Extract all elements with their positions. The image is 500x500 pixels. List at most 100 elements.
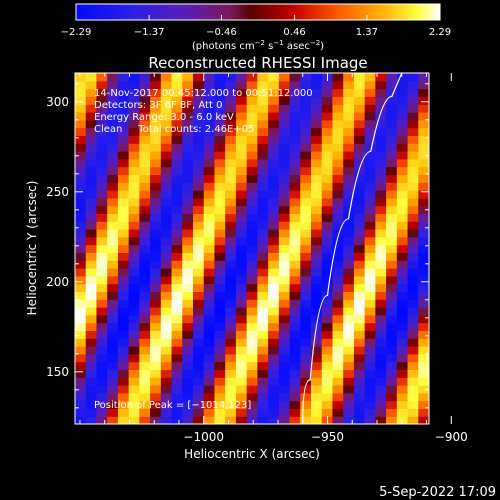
heatmap-cell xyxy=(343,291,355,300)
heatmap-cell xyxy=(375,392,387,402)
heatmap-cell xyxy=(321,260,334,269)
heatmap-cell xyxy=(214,88,226,97)
heatmap-cell xyxy=(160,314,173,324)
heatmap-cell xyxy=(278,416,291,424)
heatmap-cell xyxy=(268,205,280,214)
heatmap-cell xyxy=(225,408,237,417)
heatmap-cell xyxy=(257,205,269,214)
heatmap-cell xyxy=(407,127,419,136)
heatmap-cell xyxy=(311,346,323,355)
heatmap-cell xyxy=(300,143,312,152)
heatmap-cell xyxy=(321,197,334,207)
heatmap-cell xyxy=(182,385,194,394)
heatmap-cell xyxy=(353,88,366,97)
heatmap-cell xyxy=(139,197,151,207)
heatmap-cell xyxy=(85,377,98,386)
heatmap-cell xyxy=(203,268,216,277)
heatmap-cell xyxy=(96,205,108,214)
heatmap-cell xyxy=(343,88,355,97)
heatmap-cell xyxy=(278,104,291,113)
heatmap-cell xyxy=(407,291,419,300)
heatmap-cell xyxy=(289,260,301,269)
heatmap-cell xyxy=(321,96,334,105)
heatmap-cell xyxy=(214,151,226,160)
heatmap-cell xyxy=(235,385,248,394)
heatmap-cell xyxy=(257,80,269,90)
heatmap-cell xyxy=(214,268,226,277)
heatmap-cell xyxy=(396,182,409,191)
heatmap-cell xyxy=(75,260,87,269)
heatmap-cell xyxy=(193,392,205,402)
heatmap-cell xyxy=(117,174,130,183)
heatmap-cell xyxy=(128,143,140,152)
heatmap-cell xyxy=(257,260,269,269)
heatmap-cell xyxy=(407,244,419,253)
heatmap-cell xyxy=(343,80,355,90)
heatmap-cell xyxy=(300,221,312,230)
heatmap-cell xyxy=(300,322,312,331)
heatmap-cell xyxy=(364,236,376,246)
heatmap-cell xyxy=(364,408,376,417)
heatmap-cell xyxy=(128,112,140,121)
heatmap-cell xyxy=(225,197,237,207)
heatmap-cell xyxy=(278,182,291,191)
heatmap-cell xyxy=(139,88,151,97)
heatmap-cell xyxy=(396,416,409,424)
heatmap-cell xyxy=(171,190,183,199)
heatmap-cell xyxy=(96,96,108,105)
heatmap-cell xyxy=(375,80,387,90)
heatmap-cell xyxy=(278,190,291,199)
heatmap-cell xyxy=(117,416,130,424)
heatmap-cell xyxy=(96,197,108,207)
heatmap-cell xyxy=(139,96,151,105)
heatmap-cell xyxy=(300,190,312,199)
heatmap-cell xyxy=(75,338,87,347)
heatmap-cell xyxy=(311,104,323,113)
heatmap-cell xyxy=(203,353,216,363)
heatmap-cell xyxy=(225,112,237,121)
heatmap-cell xyxy=(246,361,258,370)
heatmap-cell xyxy=(214,291,226,300)
heatmap-cell xyxy=(193,135,205,144)
heatmap-cell xyxy=(128,166,140,175)
heatmap-cell xyxy=(375,252,387,261)
heatmap-cell xyxy=(214,244,226,253)
heatmap-cell xyxy=(257,307,269,316)
heatmap-cell xyxy=(128,205,140,214)
heatmap-cell xyxy=(203,299,216,308)
heatmap-cell xyxy=(418,369,429,378)
heatmap-cell xyxy=(150,346,162,355)
heatmap-cell xyxy=(353,244,366,253)
heatmap-cell xyxy=(300,104,312,113)
heatmap-cell xyxy=(193,213,205,222)
heatmap-cell xyxy=(128,346,140,355)
heatmap-cell xyxy=(407,236,419,246)
heatmap-cell xyxy=(332,143,344,152)
heatmap-cell xyxy=(193,166,205,175)
heatmap-cell xyxy=(418,197,429,207)
heatmap-cell xyxy=(214,221,226,230)
heatmap-cell xyxy=(246,400,258,409)
heatmap-cell xyxy=(193,338,205,347)
heatmap-cell xyxy=(182,275,194,285)
heatmap-cell xyxy=(311,408,323,417)
heatmap-cell xyxy=(182,73,194,82)
heatmap-cell xyxy=(311,283,323,292)
heatmap-cell xyxy=(171,143,183,152)
heatmap-cell xyxy=(85,112,98,121)
heatmap-cell xyxy=(203,361,216,370)
heatmap-cell xyxy=(150,252,162,261)
heatmap-cell xyxy=(386,369,398,378)
heatmap-cell xyxy=(289,104,301,113)
heatmap-cell xyxy=(139,143,151,152)
heatmap-cell xyxy=(386,268,398,277)
heatmap-cell xyxy=(268,283,280,292)
heatmap-cell xyxy=(117,221,130,230)
heatmap-cell xyxy=(332,392,344,402)
heatmap-cell xyxy=(107,330,119,339)
heatmap-cell xyxy=(407,275,419,285)
heatmap-cell xyxy=(396,377,409,386)
heatmap-cell xyxy=(246,408,258,417)
y-tick-label: 200 xyxy=(46,275,69,289)
heatmap-cell xyxy=(300,158,312,168)
